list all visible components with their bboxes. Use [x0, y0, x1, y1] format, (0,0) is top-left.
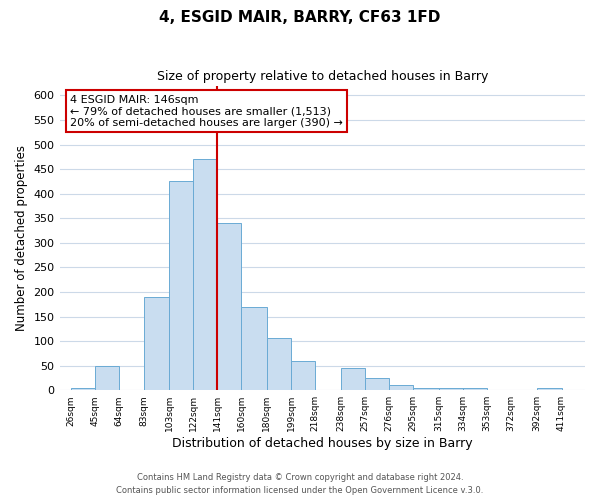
- Bar: [241, 306, 267, 390]
- Bar: [143, 297, 169, 390]
- Bar: [389, 386, 413, 390]
- Bar: [341, 368, 365, 390]
- Bar: [169, 182, 193, 390]
- Bar: [217, 223, 241, 390]
- Bar: [267, 338, 291, 390]
- Bar: [536, 388, 562, 390]
- Bar: [193, 160, 217, 390]
- X-axis label: Distribution of detached houses by size in Barry: Distribution of detached houses by size …: [172, 437, 473, 450]
- Text: 4, ESGID MAIR, BARRY, CF63 1FD: 4, ESGID MAIR, BARRY, CF63 1FD: [160, 10, 440, 25]
- Bar: [71, 388, 95, 390]
- Bar: [463, 388, 487, 390]
- Bar: [95, 366, 119, 390]
- Text: 4 ESGID MAIR: 146sqm
← 79% of detached houses are smaller (1,513)
20% of semi-de: 4 ESGID MAIR: 146sqm ← 79% of detached h…: [70, 94, 343, 128]
- Text: Contains HM Land Registry data © Crown copyright and database right 2024.
Contai: Contains HM Land Registry data © Crown c…: [116, 474, 484, 495]
- Bar: [413, 388, 439, 390]
- Bar: [365, 378, 389, 390]
- Y-axis label: Number of detached properties: Number of detached properties: [15, 145, 28, 331]
- Title: Size of property relative to detached houses in Barry: Size of property relative to detached ho…: [157, 70, 488, 83]
- Bar: [439, 388, 463, 390]
- Bar: [291, 360, 315, 390]
